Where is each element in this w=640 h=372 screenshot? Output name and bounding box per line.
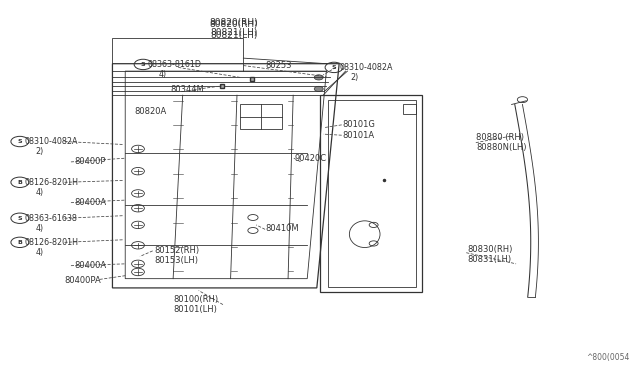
Text: 90420C: 90420C bbox=[294, 154, 326, 163]
Text: 80344M: 80344M bbox=[170, 85, 204, 94]
Text: 08363-61638: 08363-61638 bbox=[25, 214, 78, 223]
Circle shape bbox=[314, 86, 323, 92]
Text: S: S bbox=[332, 65, 337, 70]
Text: 80101(LH): 80101(LH) bbox=[173, 305, 218, 314]
Text: 4): 4) bbox=[159, 70, 167, 79]
Text: 80400A: 80400A bbox=[74, 198, 106, 207]
Text: 80253: 80253 bbox=[266, 61, 292, 70]
Text: B: B bbox=[17, 240, 22, 245]
Text: 08310-4082A: 08310-4082A bbox=[339, 63, 393, 72]
Text: 80410M: 80410M bbox=[266, 224, 300, 233]
Text: 80821(LH): 80821(LH) bbox=[210, 28, 257, 38]
Text: 2): 2) bbox=[36, 147, 44, 156]
Text: 80880 (RH): 80880 (RH) bbox=[476, 133, 524, 142]
Text: 80101A: 80101A bbox=[342, 131, 374, 141]
Text: 80821(LH): 80821(LH) bbox=[210, 31, 257, 41]
Text: 80820A: 80820A bbox=[135, 108, 167, 116]
Text: S: S bbox=[17, 216, 22, 221]
Circle shape bbox=[314, 75, 323, 80]
Text: 80101G: 80101G bbox=[342, 121, 375, 129]
Text: 80830(RH): 80830(RH) bbox=[467, 244, 512, 253]
Text: 4): 4) bbox=[36, 224, 44, 233]
Text: 08126-8201H: 08126-8201H bbox=[25, 238, 79, 247]
Text: ^800(0054: ^800(0054 bbox=[586, 353, 630, 362]
Text: 08310-4082A: 08310-4082A bbox=[25, 137, 79, 146]
Text: 80100(RH): 80100(RH) bbox=[173, 295, 218, 304]
Text: 80400PA: 80400PA bbox=[65, 276, 101, 285]
Text: 80152(RH): 80152(RH) bbox=[154, 246, 199, 255]
Text: 80820(RH): 80820(RH) bbox=[209, 20, 258, 29]
Text: B: B bbox=[17, 180, 22, 185]
Text: 80831(LH): 80831(LH) bbox=[467, 254, 511, 263]
Text: 80153(LH): 80153(LH) bbox=[154, 256, 198, 264]
Text: 08363-8161D: 08363-8161D bbox=[148, 60, 202, 69]
Text: 80400A: 80400A bbox=[74, 261, 106, 270]
Text: 4): 4) bbox=[36, 248, 44, 257]
Text: 80820(RH): 80820(RH) bbox=[209, 19, 258, 28]
Text: S: S bbox=[141, 62, 145, 67]
Text: 80400P: 80400P bbox=[74, 157, 106, 166]
Text: 80880N(LH): 80880N(LH) bbox=[476, 143, 527, 152]
Text: S: S bbox=[17, 139, 22, 144]
Text: 4): 4) bbox=[36, 188, 44, 197]
Text: 08126-8201H: 08126-8201H bbox=[25, 178, 79, 187]
Text: 2): 2) bbox=[351, 73, 359, 82]
